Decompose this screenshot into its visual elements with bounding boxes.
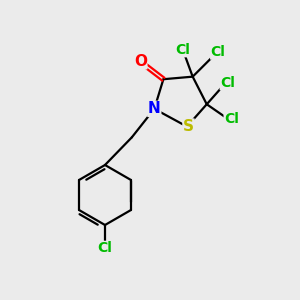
- Text: Cl: Cl: [211, 45, 226, 59]
- Text: N: N: [148, 101, 161, 116]
- Text: Cl: Cl: [98, 242, 112, 255]
- Text: Cl: Cl: [224, 112, 239, 126]
- Text: Cl: Cl: [220, 76, 235, 90]
- Text: O: O: [134, 54, 147, 69]
- Text: Cl: Cl: [176, 43, 190, 57]
- Text: S: S: [183, 119, 194, 134]
